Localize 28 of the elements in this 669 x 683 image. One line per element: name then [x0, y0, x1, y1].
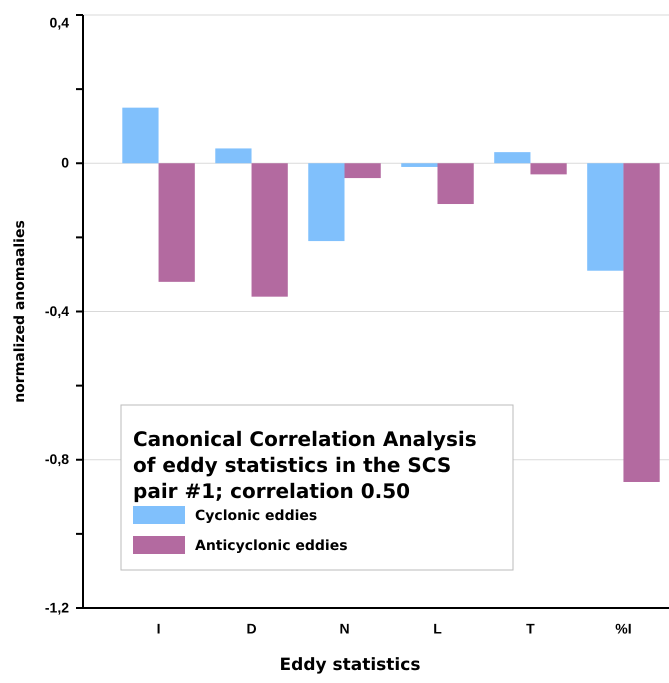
bar — [252, 163, 288, 297]
y-tick-label: -1,2 — [44, 599, 70, 616]
bar — [530, 163, 567, 174]
y-tick-label: 0 — [61, 154, 70, 171]
legend-label: Anticyclonic eddies — [195, 538, 348, 554]
bar — [215, 148, 252, 164]
x-tick-label: L — [433, 620, 442, 636]
bar — [587, 163, 624, 271]
y-tick-label: 0,4 — [50, 14, 70, 31]
legend-title: Canonical Correlation Analysis of eddy statistics in the SCS pair #1; correlation 0.50 — [133, 427, 477, 503]
y-tick-label: -0,8 — [44, 451, 70, 468]
y-axis-title: normalized anomaalies — [12, 220, 28, 403]
bar — [158, 163, 195, 282]
x-tick-label: D — [246, 620, 257, 636]
bar — [494, 152, 530, 164]
y-tick-label: -0,4 — [44, 302, 70, 319]
bar — [401, 163, 438, 167]
x-tick-label: I — [156, 620, 161, 636]
x-tick-label: N — [339, 620, 350, 636]
x-axis-title: Eddy statistics — [280, 655, 420, 675]
bar — [308, 163, 345, 242]
legend-label: Cyclonic eddies — [195, 508, 318, 524]
x-tick-label: %I — [615, 620, 632, 636]
bar — [122, 108, 159, 164]
bar — [344, 163, 381, 178]
bar — [623, 163, 660, 482]
bar — [437, 163, 474, 204]
x-tick-label: T — [526, 620, 536, 636]
